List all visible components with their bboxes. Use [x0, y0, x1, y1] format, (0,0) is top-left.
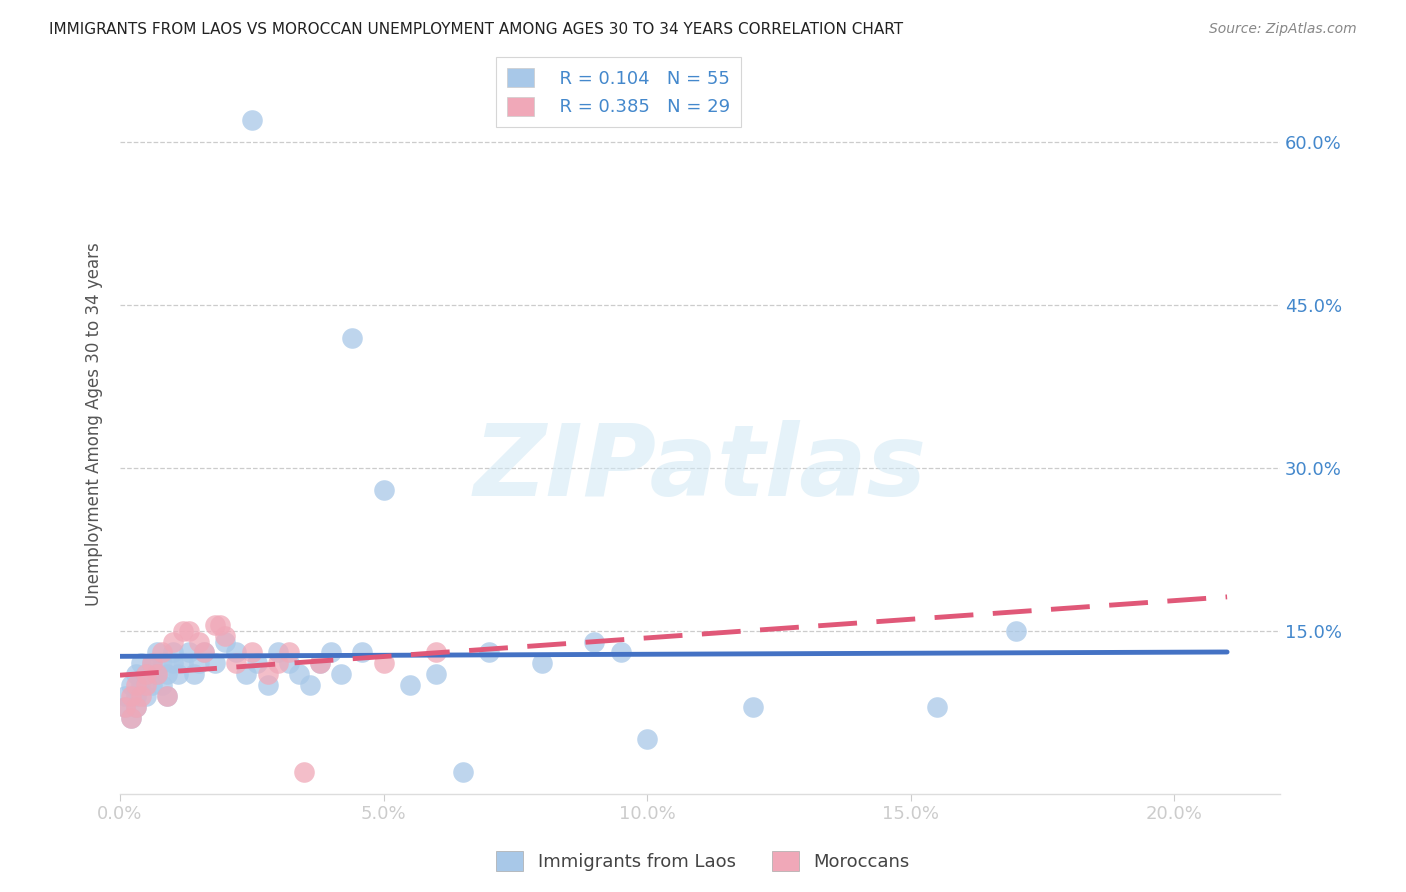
Legend:   R = 0.104   N = 55,   R = 0.385   N = 29: R = 0.104 N = 55, R = 0.385 N = 29: [496, 57, 741, 128]
Point: [246, 657, 269, 671]
Point: [451, 764, 474, 779]
Point: [135, 678, 157, 692]
Point: [478, 645, 501, 659]
Point: [214, 634, 236, 648]
Point: [135, 667, 157, 681]
Point: [277, 645, 299, 659]
Point: [1005, 624, 1028, 638]
Point: [177, 645, 200, 659]
Point: [146, 667, 169, 681]
Point: [277, 657, 299, 671]
Point: [129, 689, 152, 703]
Point: [583, 634, 606, 648]
Point: [146, 667, 169, 681]
Point: [256, 667, 278, 681]
Point: [352, 645, 374, 659]
Point: [129, 657, 152, 671]
Point: [125, 667, 148, 681]
Point: [162, 634, 184, 648]
Point: [319, 645, 342, 659]
Point: [125, 699, 148, 714]
Legend: Immigrants from Laos, Moroccans: Immigrants from Laos, Moroccans: [489, 844, 917, 879]
Text: IMMIGRANTS FROM LAOS VS MOROCCAN UNEMPLOYMENT AMONG AGES 30 TO 34 YEARS CORRELAT: IMMIGRANTS FROM LAOS VS MOROCCAN UNEMPLO…: [49, 22, 903, 37]
Point: [209, 618, 232, 632]
Point: [141, 678, 163, 692]
Point: [267, 645, 290, 659]
Point: [225, 657, 247, 671]
Text: ZIPatlas: ZIPatlas: [474, 420, 927, 517]
Point: [188, 657, 211, 671]
Point: [141, 657, 163, 671]
Point: [214, 629, 236, 643]
Point: [927, 699, 949, 714]
Point: [309, 657, 332, 671]
Point: [114, 699, 136, 714]
Point: [340, 330, 363, 344]
Point: [172, 624, 194, 638]
Point: [120, 689, 142, 703]
Point: [156, 689, 179, 703]
Point: [204, 618, 226, 632]
Point: [172, 657, 194, 671]
Point: [150, 645, 173, 659]
Point: [120, 711, 142, 725]
Point: [188, 634, 211, 648]
Point: [146, 645, 169, 659]
Point: [167, 667, 190, 681]
Point: [193, 645, 215, 659]
Point: [135, 689, 157, 703]
Point: [240, 645, 263, 659]
Point: [256, 678, 278, 692]
Point: [309, 657, 332, 671]
Point: [399, 678, 422, 692]
Point: [114, 699, 136, 714]
Point: [298, 678, 321, 692]
Point: [267, 657, 290, 671]
Point: [530, 657, 553, 671]
Point: [125, 689, 148, 703]
Point: [129, 678, 152, 692]
Point: [425, 667, 447, 681]
Point: [150, 657, 173, 671]
Point: [240, 113, 263, 128]
Point: [204, 657, 226, 671]
Point: [225, 645, 247, 659]
Point: [125, 678, 148, 692]
Point: [373, 483, 395, 497]
Point: [125, 699, 148, 714]
Point: [156, 689, 179, 703]
Point: [193, 645, 215, 659]
Point: [162, 657, 184, 671]
Text: Source: ZipAtlas.com: Source: ZipAtlas.com: [1209, 22, 1357, 37]
Point: [741, 699, 763, 714]
Point: [177, 624, 200, 638]
Point: [235, 667, 257, 681]
Point: [150, 678, 173, 692]
Point: [183, 667, 205, 681]
Point: [373, 657, 395, 671]
Point: [135, 667, 157, 681]
Point: [114, 689, 136, 703]
Point: [610, 645, 633, 659]
Point: [636, 732, 658, 747]
Point: [120, 678, 142, 692]
Point: [156, 667, 179, 681]
Point: [425, 645, 447, 659]
Point: [162, 645, 184, 659]
Y-axis label: Unemployment Among Ages 30 to 34 years: Unemployment Among Ages 30 to 34 years: [86, 243, 103, 607]
Point: [294, 764, 316, 779]
Point: [288, 667, 311, 681]
Point: [120, 711, 142, 725]
Point: [141, 657, 163, 671]
Point: [330, 667, 353, 681]
